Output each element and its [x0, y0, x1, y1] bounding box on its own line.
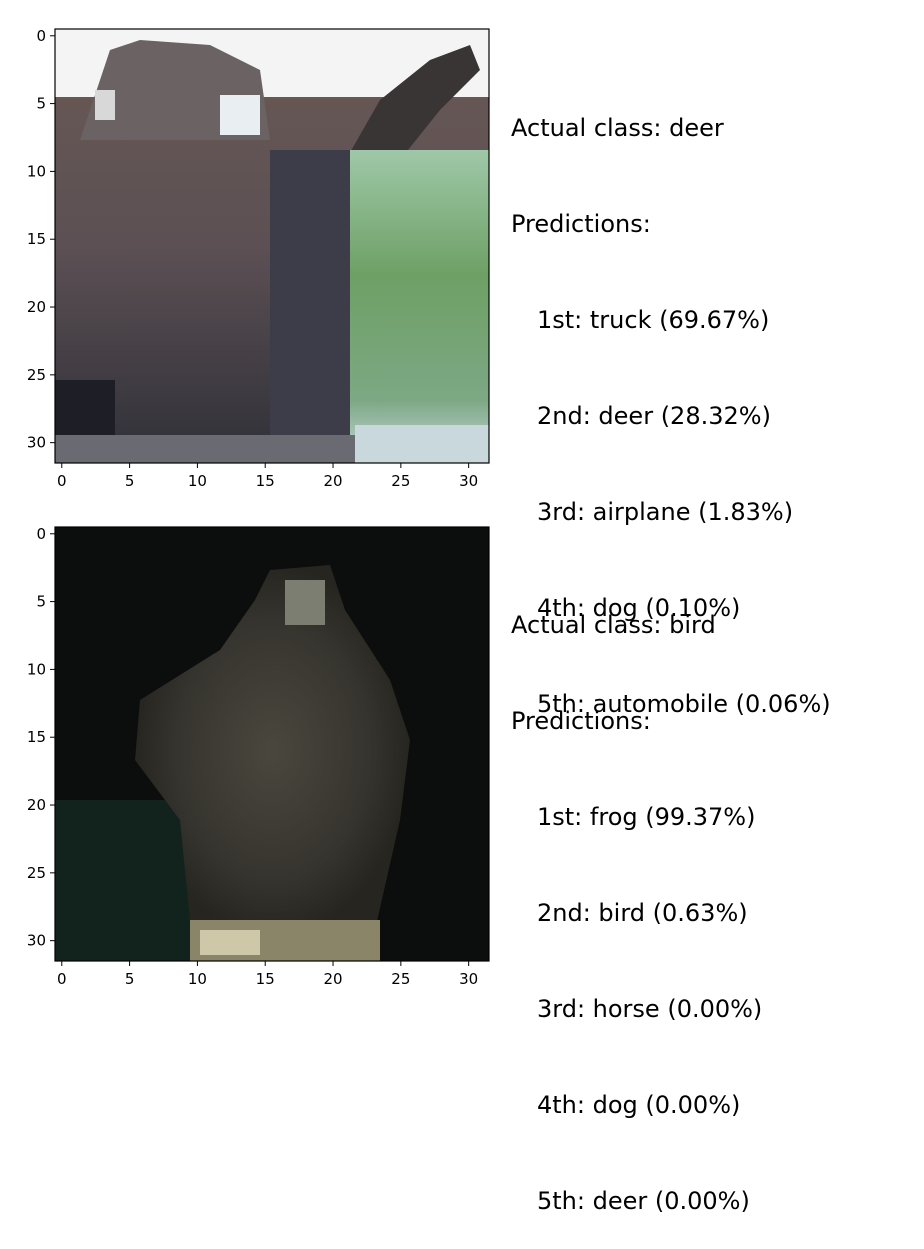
prediction-item: 3rd: horse (0.00%) [537, 995, 763, 1023]
actual-class-label: Actual class: deer [511, 114, 724, 142]
prediction-item: 4th: dog (0.00%) [537, 1091, 741, 1119]
x-tick-label: 15 [256, 970, 275, 988]
prediction-caption: Actual class: bird Predictions: 1st: fro… [511, 545, 762, 1249]
x-tick-label: 10 [188, 472, 207, 490]
y-tick-label: 25 [27, 366, 46, 384]
x-tick-label: 30 [459, 970, 478, 988]
prediction-item: 1st: truck (69.67%) [537, 306, 770, 334]
y-tick-label: 10 [27, 660, 46, 678]
axes-frame [54, 526, 490, 962]
x-tick-label: 15 [256, 472, 275, 490]
actual-class-label: Actual class: bird [511, 611, 716, 639]
x-tick-label: 25 [391, 970, 410, 988]
x-tick-label: 20 [323, 472, 342, 490]
x-tick-label: 5 [125, 472, 135, 490]
prediction-item: 1st: frog (99.37%) [537, 803, 756, 831]
prediction-item: 3rd: airplane (1.83%) [537, 498, 794, 526]
y-tick-label: 5 [36, 593, 46, 611]
x-tick-label: 0 [57, 472, 67, 490]
x-tick-label: 30 [459, 472, 478, 490]
y-tick-label: 30 [27, 434, 46, 452]
prediction-item: 5th: automobile (0.06%) [537, 690, 831, 718]
prediction-item: 5th: deer (0.00%) [537, 1187, 750, 1215]
x-tick-label: 5 [125, 970, 135, 988]
y-tick-label: 0 [36, 525, 46, 543]
prediction-item: 4th: dog (0.10%) [537, 594, 741, 622]
figure: 0 5 10 15 20 25 30 0 5 10 15 20 25 30 0 5 10 15 20 25 30 0 5 1… [27, 27, 490, 988]
y-tick-label: 10 [27, 162, 46, 180]
y-tick-label: 30 [27, 932, 46, 950]
y-tick-label: 20 [27, 298, 46, 316]
axes-frame [54, 28, 490, 464]
y-tick-label: 15 [27, 728, 46, 746]
deer-image [55, 29, 489, 463]
predictions-label: Predictions: [511, 707, 651, 735]
prediction-item: 2nd: bird (0.63%) [537, 899, 748, 927]
y-tick-label: 0 [36, 27, 46, 45]
y-tick-label: 20 [27, 796, 46, 814]
predictions-label: Predictions: [511, 210, 651, 238]
bird-image [55, 527, 489, 961]
prediction-item: 2nd: deer (28.32%) [537, 402, 771, 430]
y-tick-label: 25 [27, 864, 46, 882]
x-tick-label: 20 [323, 970, 342, 988]
x-tick-label: 25 [391, 472, 410, 490]
y-tick-label: 15 [27, 230, 46, 248]
x-tick-label: 0 [57, 970, 67, 988]
prediction-caption: Actual class: deer Predictions: 1st: tru… [511, 48, 831, 752]
x-tick-label: 10 [188, 970, 207, 988]
y-tick-label: 5 [36, 95, 46, 113]
